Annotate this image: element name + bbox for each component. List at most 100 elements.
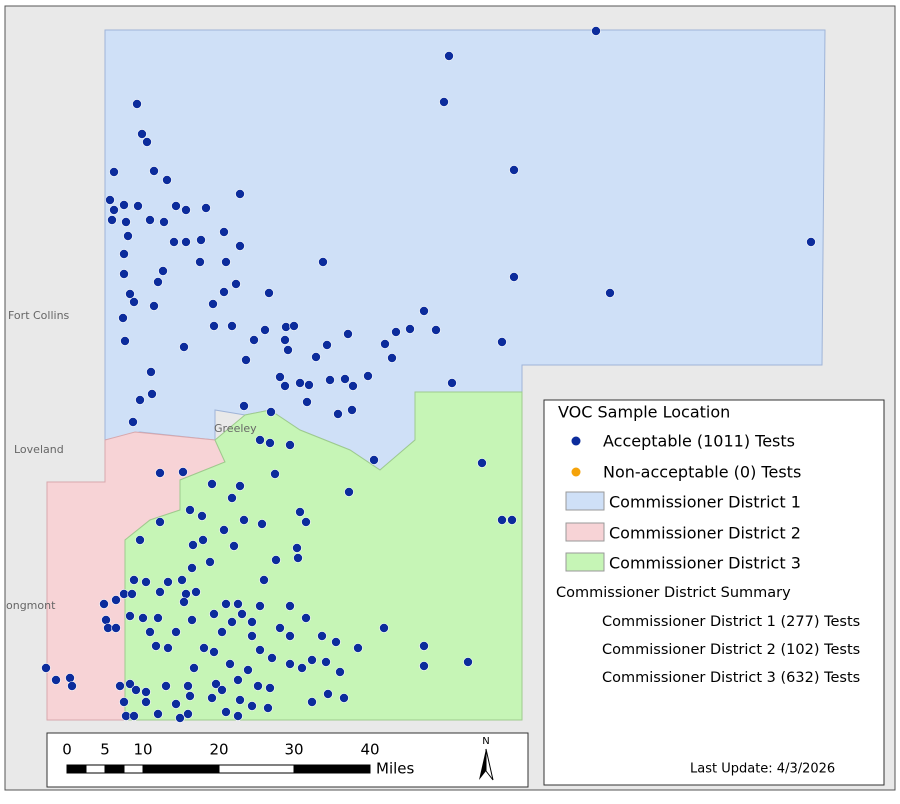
legend-label: Commissioner District 1 <box>609 493 801 512</box>
scale-label: 10 <box>133 741 152 759</box>
sample-point <box>270 469 280 479</box>
sample-point <box>322 340 332 350</box>
sample-point <box>280 335 290 345</box>
sample-point <box>163 643 173 653</box>
sample-point <box>153 613 163 623</box>
scale-segment <box>123 764 144 774</box>
sample-point <box>391 327 401 337</box>
legend-label: Non-acceptable (0) Tests <box>603 463 801 482</box>
sample-point <box>169 237 179 247</box>
sample-point <box>135 395 145 405</box>
sample-point <box>153 277 163 287</box>
sample-point <box>65 673 75 683</box>
sample-point <box>260 325 270 335</box>
sample-point <box>191 587 201 597</box>
sample-point <box>267 653 277 663</box>
north-arrow <box>485 748 494 781</box>
legend-label: Commissioner District 2 <box>609 524 801 543</box>
sample-point <box>129 575 139 585</box>
scale-segment <box>85 764 106 774</box>
sample-point <box>198 535 208 545</box>
sample-point <box>247 617 257 627</box>
sample-point <box>379 623 389 633</box>
sample-point <box>237 609 247 619</box>
sample-point <box>153 709 163 719</box>
sample-point <box>196 235 206 245</box>
sample-point <box>209 647 219 657</box>
sample-point <box>109 167 119 177</box>
sample-point <box>507 515 517 525</box>
scale-label: 30 <box>284 741 303 759</box>
sample-point <box>241 355 251 365</box>
sample-point <box>219 287 229 297</box>
sample-point <box>181 205 191 215</box>
sample-point <box>444 51 454 61</box>
sample-point <box>211 679 221 689</box>
sample-point <box>259 575 269 585</box>
sample-point <box>271 555 281 565</box>
place-label: ongmont <box>6 599 56 612</box>
sample-point <box>321 657 331 667</box>
sample-point <box>163 577 173 587</box>
place-label: Greeley <box>214 422 257 435</box>
sample-point <box>363 371 373 381</box>
sample-point <box>41 663 51 673</box>
sample-point <box>343 329 353 339</box>
district-3 <box>124 391 523 721</box>
sample-point <box>121 217 131 227</box>
sample-point <box>141 577 151 587</box>
sample-point <box>179 597 189 607</box>
sample-point <box>197 511 207 521</box>
sample-point <box>281 322 291 332</box>
scale-box <box>46 732 529 788</box>
sample-point <box>285 659 295 669</box>
sample-point <box>178 467 188 477</box>
sample-point <box>263 703 273 713</box>
sample-point <box>353 643 363 653</box>
sample-point <box>292 543 302 553</box>
sample-point <box>227 493 237 503</box>
legend-symbol <box>571 436 581 446</box>
sample-point <box>477 458 487 468</box>
summary-item: Commissioner District 1 (277) Tests <box>602 614 860 630</box>
sample-point <box>129 711 139 721</box>
sample-point <box>255 645 265 655</box>
sample-point <box>369 455 379 465</box>
place-label: Loveland <box>14 443 64 456</box>
north-arrow <box>479 749 486 780</box>
sample-point <box>295 507 305 517</box>
sample-point <box>119 249 129 259</box>
sample-point <box>307 655 317 665</box>
summary-item: Commissioner District 3 (632) Tests <box>602 670 860 686</box>
legend-symbol <box>571 467 581 477</box>
sample-point <box>147 389 157 399</box>
sample-point <box>115 681 125 691</box>
sample-point <box>107 215 117 225</box>
sample-point <box>255 601 265 611</box>
sample-point <box>199 643 209 653</box>
sample-point <box>183 681 193 691</box>
sample-point <box>179 342 189 352</box>
sample-point <box>439 97 449 107</box>
sample-point <box>285 440 295 450</box>
sample-point <box>125 611 135 621</box>
sample-point <box>249 335 259 345</box>
sample-point <box>133 201 143 211</box>
sample-point <box>189 663 199 673</box>
sample-point <box>221 707 231 717</box>
sample-point <box>325 375 335 385</box>
sample-point <box>221 599 231 609</box>
sample-point <box>219 227 229 237</box>
sample-point <box>119 269 129 279</box>
sample-point <box>419 641 429 651</box>
scale-label: 40 <box>360 741 379 759</box>
sample-point <box>285 631 295 641</box>
sample-point <box>243 665 253 675</box>
sample-point <box>101 615 111 625</box>
sample-point <box>128 417 138 427</box>
scale-segment <box>142 764 220 774</box>
sample-point <box>207 693 217 703</box>
sample-point <box>181 589 191 599</box>
legend-title: VOC Sample Location <box>558 403 730 422</box>
